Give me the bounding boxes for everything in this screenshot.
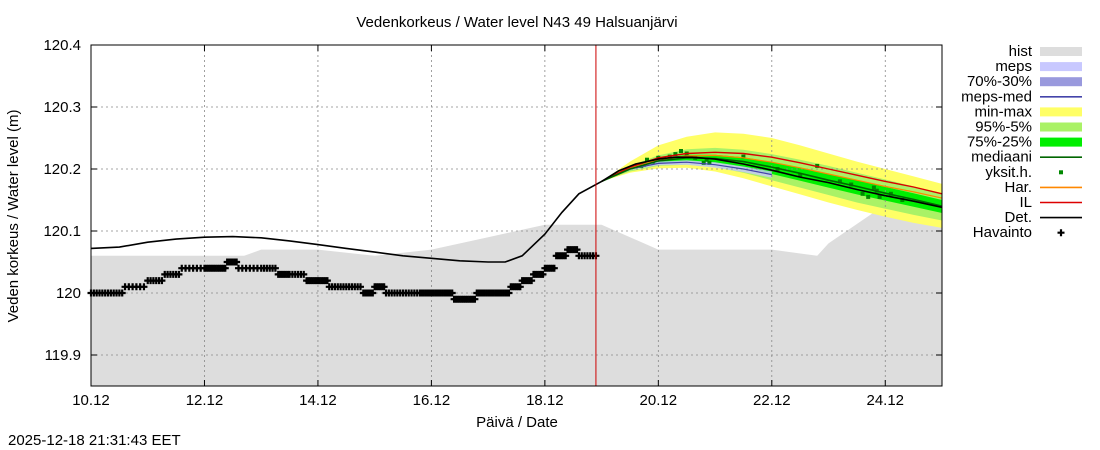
legend-item-havainto: Havainto: [973, 224, 1065, 241]
legend-swatch: [1040, 77, 1082, 87]
havainto-point: [550, 264, 558, 272]
legend-label: Det.: [1004, 209, 1032, 226]
legend-label: 95%-5%: [975, 119, 1032, 136]
yksit-point: [798, 173, 803, 178]
legend-swatch: [1057, 229, 1065, 237]
legend-label: Havainto: [973, 224, 1032, 241]
plot-frame: [90, 44, 943, 387]
yksit-point: [701, 160, 706, 165]
legend: histmeps70%-30%meps-medmin-max95%-5%75%-…: [961, 43, 1082, 241]
legend-item-p95: 95%-5%: [975, 119, 1082, 136]
legend-label: meps: [995, 58, 1032, 75]
yksit-point: [837, 179, 842, 184]
havainto-point: [271, 264, 279, 272]
havainto-point: [573, 246, 581, 254]
havainto-point: [471, 295, 479, 303]
legend-item-meps70: 70%-30%: [967, 73, 1082, 90]
havainto-point: [528, 277, 536, 285]
yksit-point: [645, 157, 649, 162]
x-tick-label: 20.12: [640, 392, 678, 409]
legend-label: meps-med: [961, 88, 1032, 105]
il-line: [601, 151, 943, 195]
legend-label: mediaani: [971, 149, 1032, 166]
yksit-point: [900, 198, 905, 202]
havainto-point: [175, 270, 183, 278]
y-tick-label: 119.9: [45, 347, 81, 364]
yksit-point: [707, 160, 712, 165]
x-tick-label: 12.12: [186, 392, 224, 409]
yksit-point: [741, 154, 746, 159]
havainto-point: [369, 289, 377, 297]
yksit-point: [866, 194, 871, 199]
legend-item-p75: 75%-25%: [967, 134, 1082, 151]
yksit-point: [679, 149, 683, 153]
legend-label: Har.: [1004, 179, 1032, 196]
yksit-point: [673, 152, 678, 157]
chart-title: Vedenkorkeus / Water level N43 49 Halsua…: [356, 14, 677, 31]
legend-label: yksit.h.: [985, 164, 1032, 181]
havainto-point: [516, 283, 524, 291]
y-axis-label: Veden korkeus / Water level (m): [5, 110, 22, 323]
median-line: [601, 156, 943, 207]
legend-label: IL: [1019, 194, 1032, 211]
havainto-point: [118, 289, 126, 297]
legend-swatch: [1040, 122, 1082, 132]
havainto-point: [158, 277, 166, 285]
legend-swatch: [1059, 170, 1063, 175]
legend-swatch: [1040, 107, 1082, 117]
legend-label: 70%-30%: [967, 73, 1032, 90]
x-tick-label: 24.12: [866, 392, 904, 409]
havainto-point: [221, 264, 229, 272]
p95-band: [601, 147, 942, 221]
yksit-point: [871, 185, 876, 190]
havainto-point: [356, 283, 364, 291]
plot-area: 10.12 12.12 14.12 16.12 18.12 20.12 22.12 24.12…: [43, 37, 943, 409]
timestamp: 2025-12-18 21:31:43 EET: [8, 432, 181, 449]
legend-swatch: [1040, 47, 1082, 56]
y-tick-label: 120.4: [43, 37, 81, 54]
havainto-point: [233, 258, 241, 266]
legend-item-meps: meps: [995, 58, 1082, 75]
legend-item-il: IL: [1019, 194, 1082, 211]
legend-swatch: [1040, 62, 1082, 72]
hist-area: [91, 206, 942, 386]
havainto-point: [539, 270, 547, 278]
legend-item-det: Det.: [1004, 209, 1082, 226]
legend-item-yksit: yksit.h.: [985, 164, 1063, 181]
havainto-point: [448, 289, 456, 297]
legend-label: 75%-25%: [967, 134, 1032, 151]
legend-swatch: [1040, 137, 1082, 147]
x-tick-label: 14.12: [299, 392, 337, 409]
havainto-point: [380, 283, 388, 291]
yksit-point: [704, 157, 709, 162]
det-line: [90, 156, 943, 263]
y-tick-label: 120.3: [43, 99, 81, 116]
x-axis-label: Päivä / Date: [476, 414, 558, 431]
yksit-point: [860, 191, 865, 196]
legend-label: hist: [1009, 43, 1033, 60]
legend-item-median: mediaani: [971, 149, 1082, 166]
yksit-point: [877, 194, 882, 199]
havainto-point: [140, 283, 148, 291]
y-tick-label: 120.1: [43, 223, 81, 240]
legend-item-mepsmed: meps-med: [961, 88, 1082, 105]
x-tick-label: 18.12: [526, 392, 564, 409]
x-tick-label: 10.12: [72, 392, 110, 409]
legend-item-har: Har.: [1004, 179, 1082, 196]
legend-item-hist: hist: [1009, 43, 1082, 60]
havainto-point: [505, 289, 513, 297]
y-tick-label: 120.2: [43, 161, 81, 178]
legend-label: min-max: [974, 103, 1032, 120]
legend-item-minmax: min-max: [974, 103, 1082, 120]
havainto-point: [562, 252, 570, 260]
havainto-point: [300, 270, 308, 278]
x-tick-label: 16.12: [413, 392, 451, 409]
x-tick-label: 22.12: [753, 392, 791, 409]
y-tick-label: 120: [56, 285, 81, 302]
havainto-point: [323, 277, 331, 285]
